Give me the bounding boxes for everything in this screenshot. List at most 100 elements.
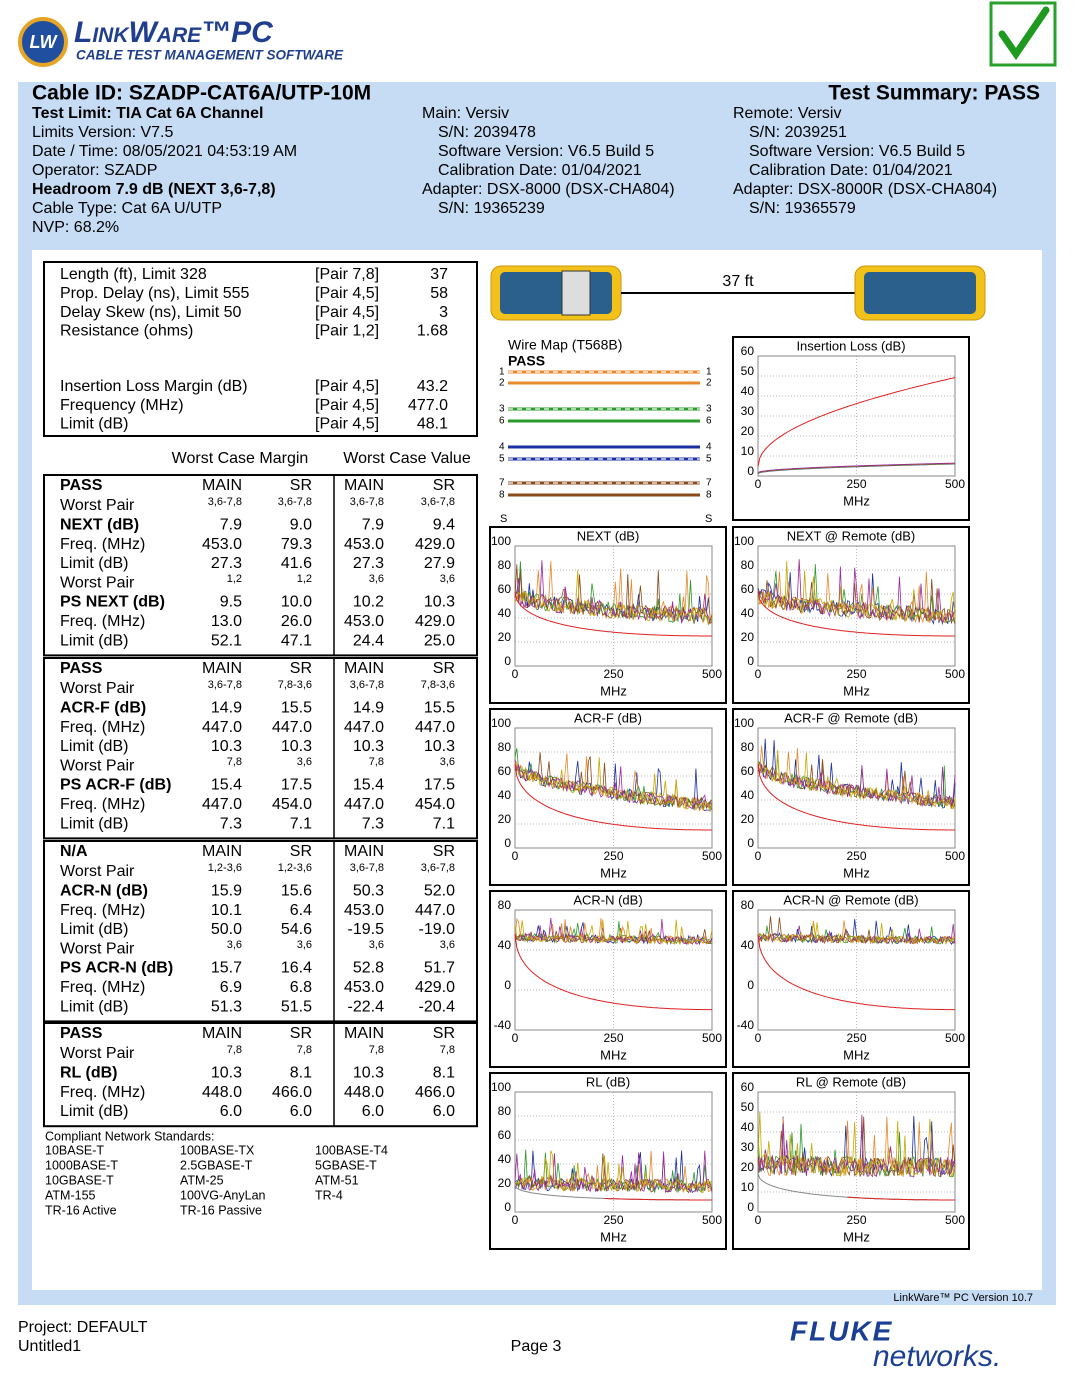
x-tick-label: 500 [945, 849, 965, 863]
limit-curve [847, 1196, 955, 1201]
trace [514, 757, 713, 812]
x-axis-label: MHz [600, 1047, 627, 1062]
section-col: SR [290, 660, 312, 677]
standard: TR-16 Passive [180, 1203, 262, 1217]
trace [514, 919, 713, 946]
row-value: 3,6 [440, 573, 455, 585]
plot-title: ACR-N @ Remote (dB) [783, 892, 918, 907]
row-label: Freq. (MHz) [60, 1084, 145, 1101]
plot-title: ACR-N (dB) [573, 892, 642, 907]
row-value: 7.1 [290, 815, 312, 832]
measure-label: Resistance (ohms) [60, 323, 193, 340]
plot-area [514, 727, 713, 849]
x-tick-label: 500 [945, 477, 965, 491]
row-value: 27.9 [424, 555, 455, 572]
y-tick-label: 100 [734, 534, 754, 548]
measure-value: 3 [439, 304, 448, 321]
column-header: Worst Case Value [343, 450, 471, 467]
x-tick-label: 250 [846, 1213, 866, 1227]
test-info: Test Limit: TIA Cat 6A Channel [32, 105, 263, 122]
section-status: N/A [60, 843, 88, 860]
y-tick-label: 60 [498, 582, 512, 596]
brand-bottom: networks. [873, 1340, 1001, 1373]
logo-badge [18, 17, 68, 67]
row-value: 466.0 [415, 1084, 455, 1101]
test-info: NVP: 68.2% [32, 219, 119, 236]
x-tick-label: 500 [702, 667, 722, 681]
row-value: 3,6-7,8 [350, 862, 384, 874]
brand-top: FLUKE [790, 1315, 893, 1346]
row-label: PS ACR-N (dB) [60, 960, 173, 977]
row-label: Worst Pair [60, 940, 135, 957]
y-tick-label: 80 [741, 740, 755, 754]
x-tick-label: 0 [512, 1031, 519, 1045]
row-label: Worst Pair [60, 757, 135, 774]
measure-pair: [Pair 4,5] [315, 304, 379, 321]
plot-area [757, 355, 956, 477]
measure-value: 1.68 [417, 323, 448, 340]
row-label: Limit (dB) [60, 555, 128, 572]
row-value: 448.0 [202, 1084, 242, 1101]
x-axis-label: MHz [600, 683, 627, 698]
row-value: 7,8 [369, 1044, 384, 1056]
y-tick-label: 80 [498, 1104, 512, 1118]
pin-right: 3 [706, 404, 712, 415]
y-tick-label: 100 [734, 716, 754, 730]
row-value: 6.9 [220, 979, 242, 996]
measure-pair: [Pair 7,8] [315, 266, 379, 283]
y-tick-label: 60 [741, 764, 755, 778]
y-tick-label: 10 [741, 444, 755, 458]
trace [757, 462, 956, 473]
main-info: S/N: 2039478 [438, 124, 536, 141]
row-value: 51.5 [281, 998, 312, 1015]
row-label: NEXT (dB) [60, 517, 139, 534]
page-number: Page 3 [511, 1338, 562, 1355]
plot-frame [732, 526, 970, 704]
row-value: 447.0 [415, 719, 455, 736]
section-col: SR [290, 843, 312, 860]
section-col: SR [290, 477, 312, 494]
x-axis-label: MHz [843, 683, 870, 698]
row-label: Limit (dB) [60, 998, 128, 1015]
measure-label: Frequency (MHz) [60, 397, 184, 414]
measure-label: Limit (dB) [60, 416, 128, 433]
x-tick-label: 0 [755, 849, 762, 863]
x-tick-label: 0 [755, 477, 762, 491]
measure-label: Delay Skew (ns), Limit 50 [60, 304, 241, 321]
standard: 100BASE-TX [180, 1143, 255, 1157]
standard: 100BASE-T4 [315, 1143, 388, 1157]
y-tick-label: 20 [741, 630, 755, 644]
row-label: RL (dB) [60, 1065, 117, 1082]
row-value: 26.0 [281, 613, 312, 630]
section-col: SR [290, 1025, 312, 1042]
y-tick-label: 20 [741, 812, 755, 826]
trace [757, 921, 956, 946]
row-value: 3,6-7,8 [421, 862, 455, 874]
plot-title: NEXT @ Remote (dB) [787, 528, 916, 543]
standard: ATM-155 [45, 1188, 96, 1202]
row-value: 25.0 [424, 632, 455, 649]
pin-left: 2 [499, 378, 505, 389]
row-value: 52.1 [211, 632, 242, 649]
trace [514, 560, 713, 625]
x-tick-label: 500 [945, 667, 965, 681]
pin-right: 2 [706, 378, 712, 389]
x-tick-label: 250 [603, 1031, 623, 1045]
y-tick-label: 20 [498, 812, 512, 826]
section-col: MAIN [344, 843, 384, 860]
pass-check [998, 6, 1050, 61]
main-info: Adapter: DSX-8000 (DSX-CHA804) [422, 181, 675, 198]
plot-frame [732, 708, 970, 886]
section-col: SR [433, 477, 455, 494]
plot-frame [489, 708, 727, 886]
row-value: 10.1 [211, 902, 242, 919]
row-value: 27.3 [211, 555, 242, 572]
standard: 10GBASE-T [45, 1173, 114, 1187]
row-value: 10.3 [281, 738, 312, 755]
y-tick-label: 10 [741, 1180, 755, 1194]
row-value: 453.0 [344, 613, 384, 630]
row-value: 7.3 [362, 815, 384, 832]
measure-value: 37 [430, 266, 448, 283]
row-value: -19.5 [348, 921, 385, 938]
row-value: 429.0 [415, 613, 455, 630]
